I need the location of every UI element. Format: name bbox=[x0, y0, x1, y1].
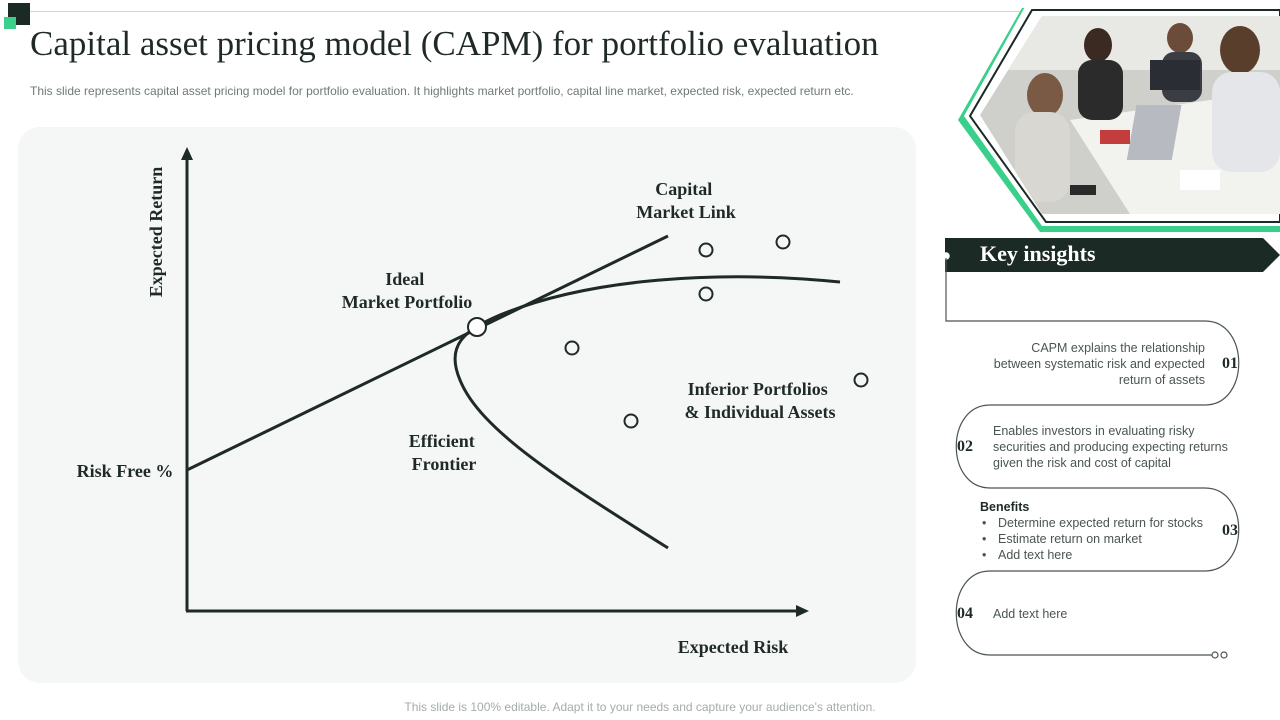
asset-point bbox=[853, 372, 869, 388]
efficient-frontier-curve bbox=[453, 275, 841, 550]
capital-market-link-label: Capital Market Link bbox=[636, 179, 736, 222]
insight-02-number: 02 bbox=[957, 438, 973, 455]
slide-subtitle: This slide represents capital asset pric… bbox=[30, 84, 854, 98]
insight-04-text: Add text here bbox=[993, 607, 1068, 621]
inferior-portfolios-label: Inferior Portfolios & Individual Assets bbox=[684, 379, 835, 422]
y-axis-label: Expected Return bbox=[146, 167, 166, 297]
insight-04-number: 04 bbox=[957, 605, 973, 622]
capital-market-line bbox=[186, 234, 669, 472]
efficient-frontier-label: Efficient Frontier bbox=[409, 431, 479, 474]
benefits-list: Determine expected return for stocks Est… bbox=[980, 515, 1225, 563]
insight-01-text: CAPM explains the relationship between s… bbox=[993, 341, 1205, 387]
y-axis-arrow bbox=[181, 147, 193, 160]
asset-point bbox=[775, 234, 791, 250]
benefit-item: Estimate return on market bbox=[980, 531, 1225, 547]
slide-title: Capital asset pricing model (CAPM) for p… bbox=[30, 24, 879, 63]
insight-01-number: 01 bbox=[1222, 355, 1238, 372]
asset-point bbox=[564, 340, 580, 356]
benefits-heading: Benefits bbox=[980, 500, 1030, 514]
ideal-portfolio-point bbox=[467, 317, 487, 337]
benefit-item: Determine expected return for stocks bbox=[980, 515, 1225, 531]
team-meeting-photo bbox=[958, 5, 1280, 232]
ideal-market-portfolio-label: Ideal Market Portfolio bbox=[342, 269, 472, 312]
benefit-item: Add text here bbox=[980, 547, 1225, 563]
asset-point bbox=[698, 286, 714, 302]
diagram-panel bbox=[18, 127, 916, 683]
top-rule bbox=[30, 11, 1030, 12]
corner-square-green bbox=[4, 17, 16, 29]
key-insights-title: Key insights bbox=[980, 241, 1096, 266]
footer-note: This slide is 100% editable. Adapt it to… bbox=[404, 700, 876, 714]
insight-03-text: Benefits Determine expected return for s… bbox=[980, 499, 1225, 563]
risk-free-label: Risk Free % bbox=[77, 461, 174, 481]
asset-point bbox=[623, 413, 639, 429]
x-axis-arrow bbox=[796, 605, 809, 617]
asset-point bbox=[698, 242, 714, 258]
x-axis-label: Expected Risk bbox=[678, 637, 789, 657]
insight-03-number: 03 bbox=[1222, 522, 1238, 539]
insight-02-text: Enables investors in evaluating risky se… bbox=[993, 424, 1228, 470]
